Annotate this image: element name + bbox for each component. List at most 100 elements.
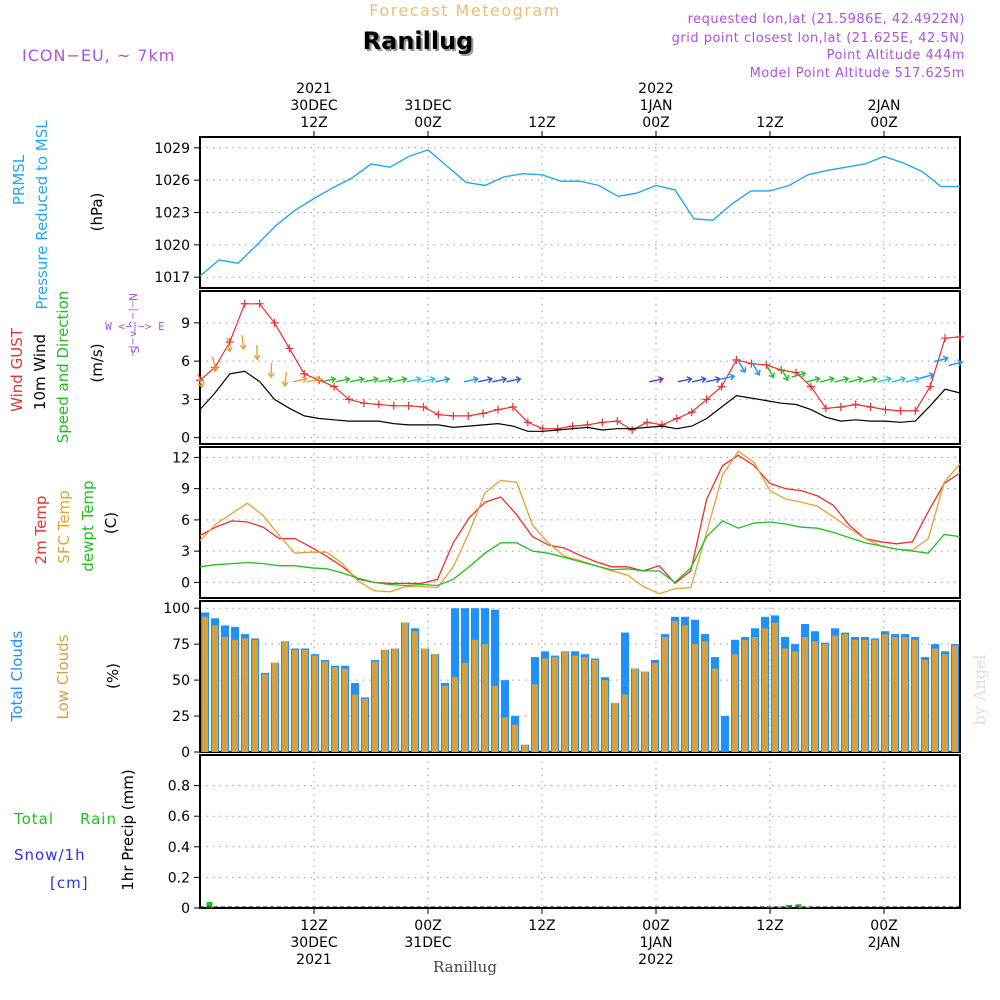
low-cloud-bar — [352, 694, 358, 752]
point-altitude: Point Altitude 444m — [827, 48, 965, 63]
gust-marker — [836, 403, 845, 412]
wind-arrow-shape — [378, 376, 394, 384]
x-tick-label-bottom: 12Z — [756, 918, 783, 934]
low-cloud-bar — [872, 639, 878, 752]
low-cloud-bar — [762, 628, 768, 752]
wind-arrow-shape — [948, 359, 964, 367]
wind-arrow — [691, 376, 707, 384]
low-cloud-bar — [612, 703, 618, 752]
low-cloud-bar — [672, 621, 678, 752]
wind-arrow — [862, 375, 878, 383]
gust-marker — [300, 369, 309, 378]
gust-marker — [494, 405, 503, 414]
low-cloud-bar — [732, 654, 738, 752]
low-cloud-bar — [292, 649, 298, 752]
temp-label-1: 2m Temp — [32, 496, 50, 565]
x-tick-label-top: 00Z — [642, 115, 669, 131]
low-cloud-bar — [852, 639, 858, 752]
wind-arrow-shape — [848, 375, 864, 383]
panel-0: 1017 1020 1023 1026 1029 — [154, 136, 961, 289]
low-cloud-bar — [682, 625, 688, 752]
wind-arrow — [267, 363, 275, 379]
low-cloud-bar — [632, 668, 638, 752]
wind-arrow-shape — [349, 376, 365, 384]
wind-arrow — [820, 375, 835, 383]
low-cloud-bar — [812, 641, 818, 752]
y-tick-label: 0.2 — [168, 870, 190, 886]
precip-label-cm: [cm] — [50, 874, 89, 892]
panel-1: 0 3 6 9 — [181, 290, 961, 447]
gust-marker — [523, 418, 532, 427]
wind-arrow-shape — [834, 375, 850, 383]
low-cloud-bar — [372, 661, 378, 752]
product-title: Forecast Meteogram — [369, 1, 560, 20]
low-cloud-bar — [642, 671, 648, 752]
low-cloud-bar — [342, 668, 348, 752]
low-cloud-bar — [802, 637, 808, 752]
wind-arrow-shape — [691, 376, 707, 384]
low-cloud-bar — [702, 641, 708, 752]
low-cloud-bar — [422, 648, 428, 752]
x-tick-label-top: 2JAN — [868, 98, 901, 114]
low-cloud-bar — [282, 641, 288, 752]
y-tick-label: 12 — [172, 450, 190, 466]
low-cloud-bar — [472, 639, 478, 752]
low-cloud-bar — [412, 631, 418, 752]
watermark: by Angel — [970, 654, 989, 725]
x-tick-label-top: 1JAN — [640, 98, 673, 114]
low-cloud-bar — [302, 649, 308, 752]
low-cloud-bar — [652, 662, 658, 752]
gust-marker — [643, 418, 652, 427]
wind-arrow-shape — [506, 376, 522, 384]
y-tick-label: 6 — [181, 513, 190, 529]
wind-arrow — [780, 367, 790, 381]
wind-arrow — [891, 375, 907, 383]
wind-arrow — [392, 376, 408, 384]
panel-frame — [199, 754, 961, 909]
low-cloud-bar — [202, 616, 208, 752]
precip-label-snow: Snow/1h — [14, 846, 86, 864]
y-tick-label: 0 — [181, 575, 190, 591]
low-cloud-bar — [532, 684, 538, 752]
compass-we: W <−|−> E — [105, 320, 165, 333]
wind-label-3: Speed and Direction — [54, 291, 72, 444]
rain-bar — [786, 904, 792, 908]
y-tick-label: 9 — [181, 482, 190, 498]
wind-arrow-shape — [281, 371, 289, 388]
low-cloud-bar — [942, 654, 948, 752]
wind-arrow-shape — [862, 375, 878, 383]
x-tick-label-bottom: 00Z — [414, 918, 441, 934]
low-cloud-bar — [232, 639, 238, 752]
gust-marker — [464, 411, 473, 420]
y-tick-label: 9 — [181, 316, 190, 332]
wind-arrow — [335, 376, 351, 384]
x-tick-label-bottom: 12Z — [528, 918, 555, 934]
y-tick-label: 3 — [181, 392, 190, 408]
low-cloud-bar — [582, 657, 588, 752]
grid-point-coords: grid point closest lon,lat (21.625E, 42.… — [672, 31, 965, 46]
gust-marker — [747, 359, 756, 368]
gust-marker — [881, 405, 890, 414]
wind-arrow-shape — [765, 364, 775, 379]
compass-arrow-n: ^−|− — [128, 300, 139, 329]
low-cloud-bar — [502, 717, 508, 752]
wind-arrow-shape — [891, 375, 907, 383]
wind-arrow-shape — [877, 375, 892, 383]
wind-arrow-shape — [934, 355, 949, 363]
precip-unit: 1hr Precip (mm) — [119, 769, 137, 890]
pressure-label-2: Pressure Reduced to MSL — [33, 120, 51, 310]
wind-arrow — [751, 362, 761, 376]
y-tick-label: 1020 — [154, 238, 190, 254]
wind-arrow — [720, 373, 736, 381]
y-tick-label: 1026 — [154, 173, 190, 189]
panel-frame — [199, 600, 961, 753]
temp-line-0 — [199, 454, 961, 585]
x-tick-label-bottom: 2021 — [296, 952, 332, 968]
low-cloud-bar — [742, 639, 748, 752]
total-cloud-bar — [721, 716, 729, 752]
temp-line-1 — [199, 450, 961, 595]
low-cloud-bar — [542, 658, 548, 752]
wind-arrow-shape — [463, 376, 479, 384]
wind-arrow-shape — [492, 376, 508, 384]
wind-arrow — [905, 375, 921, 383]
